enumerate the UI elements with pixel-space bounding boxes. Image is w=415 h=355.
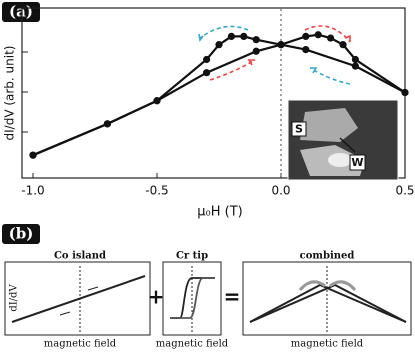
x-tick-label: -0.5 bbox=[145, 184, 168, 198]
data-point bbox=[302, 32, 310, 41]
data-point bbox=[240, 32, 248, 41]
box-title: Cr tip bbox=[176, 251, 208, 262]
inset-image: S W bbox=[287, 99, 399, 181]
y-axis-label: dI/dV (arb. unit) bbox=[3, 46, 17, 141]
box-title: Co island bbox=[54, 251, 106, 262]
operator: + bbox=[148, 285, 165, 309]
y-ticks bbox=[22, 51, 28, 133]
panel-label: (a) bbox=[9, 3, 33, 21]
panel-label-bg bbox=[2, 224, 40, 244]
box-title: combined bbox=[300, 251, 355, 262]
panel-label-bg bbox=[2, 2, 40, 22]
inset-label: W bbox=[351, 156, 363, 169]
data-point bbox=[314, 31, 322, 39]
data-point bbox=[227, 32, 235, 41]
data-point bbox=[215, 41, 223, 49]
box-x-label: magnetic field bbox=[291, 339, 364, 350]
x-tick-label: 0.5 bbox=[395, 184, 414, 198]
data-point bbox=[327, 34, 335, 42]
data-point bbox=[29, 151, 37, 159]
data-point bbox=[153, 97, 161, 105]
x-axis-label: μ₀H (T) bbox=[197, 205, 242, 220]
box-x-label: magnetic field bbox=[44, 339, 117, 350]
x-tick-label: -1.0 bbox=[21, 184, 44, 198]
inset-label: S bbox=[295, 123, 303, 136]
data-point bbox=[351, 55, 359, 64]
operator: = bbox=[224, 285, 241, 309]
data-point bbox=[252, 36, 260, 44]
data-point bbox=[203, 55, 211, 64]
data-point bbox=[203, 69, 211, 77]
data-point bbox=[302, 46, 310, 54]
data-point bbox=[277, 41, 285, 49]
data-point bbox=[252, 47, 260, 55]
panel-label: (b) bbox=[9, 225, 34, 243]
data-point bbox=[339, 41, 347, 49]
box-y-label: dI/dV bbox=[9, 284, 20, 312]
data-point bbox=[103, 120, 111, 128]
box-x-label: magnetic field bbox=[156, 339, 229, 350]
data-point bbox=[351, 62, 359, 70]
data-point bbox=[401, 88, 409, 97]
schematic-boxes bbox=[4, 261, 412, 336]
x-tick-label: 0.0 bbox=[271, 184, 290, 198]
sweep-arrows bbox=[198, 25, 351, 85]
